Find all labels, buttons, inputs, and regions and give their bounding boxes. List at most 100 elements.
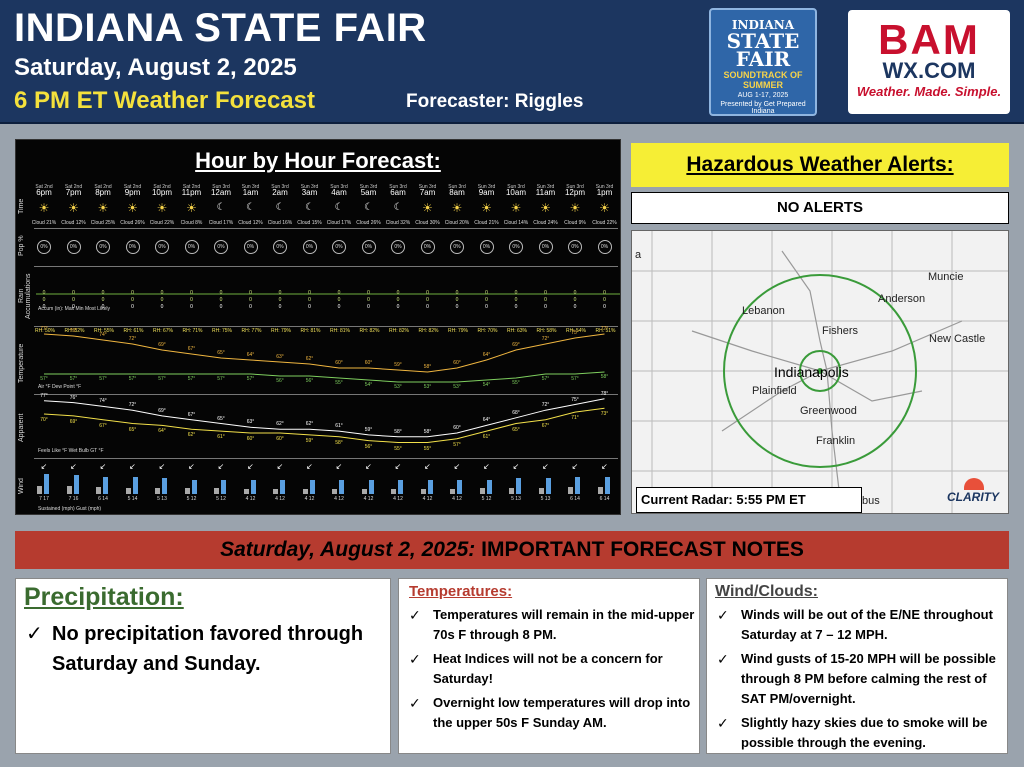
- air-temp: 64°: [482, 352, 491, 358]
- feels-like-line: [43, 398, 605, 438]
- feels-like: 72°: [541, 402, 550, 409]
- wind-direction-icon: ↙: [70, 462, 77, 471]
- sunrise-icon: [964, 478, 984, 490]
- list-item: ✓ Temperatures will remain in the mid-upp…: [409, 607, 695, 642]
- dew-point: 57°: [187, 376, 196, 382]
- rain-likely: 0: [426, 304, 429, 310]
- wind-direction-icon: ↙: [99, 462, 107, 471]
- moon-icon: ☾: [393, 202, 403, 213]
- humidity: RH: 63%: [506, 328, 527, 334]
- sun-icon: ☀: [127, 201, 138, 215]
- apparent-legend: Feels Like °F Wet Bulb GT °F: [38, 448, 104, 454]
- city-label: Muncie: [928, 271, 964, 283]
- rain-min: 0: [396, 297, 400, 303]
- cloud-cover: Cloud 17%: [208, 220, 234, 226]
- air-temp: 75°: [571, 330, 579, 336]
- pop-badge: 0%: [96, 240, 110, 254]
- gust-bar: [427, 479, 433, 494]
- wind-values: 4 12: [245, 496, 256, 502]
- time-label: Sun 3rd 12pm: [564, 184, 585, 197]
- humidity: RH: 55%: [93, 328, 114, 334]
- temperatures-list: ✓ Temperatures will remain in the mid-upp…: [409, 605, 695, 737]
- precipitation-box: Precipitation: ✓ No precipitation favore…: [15, 578, 391, 754]
- wind-values: 7 17: [39, 496, 49, 502]
- gust-bar: [132, 477, 138, 494]
- rain-min: 0: [455, 297, 459, 303]
- dew-point: 54°: [482, 382, 491, 388]
- sustained-bar: [361, 489, 367, 494]
- rain-likely: 0: [573, 304, 577, 310]
- air-temp: 60°: [453, 360, 461, 366]
- pop-badge: 0%: [125, 240, 140, 254]
- air-temp: 67°: [187, 346, 196, 352]
- wet-bulb-line: [43, 407, 605, 443]
- sustained-bar: [597, 486, 603, 494]
- time-label: Sat 2nd 10pm: [151, 184, 172, 197]
- humidity: RH: 81%: [300, 328, 321, 334]
- temp-legend: Air °F Dew Point °F: [38, 384, 82, 390]
- dew-point: 57°: [158, 376, 166, 382]
- wet-bulb: 55°: [394, 445, 402, 452]
- rain-max: 0: [544, 290, 547, 296]
- gust-bar: [162, 478, 167, 494]
- time-label: Sun 3rd 2am: [271, 184, 289, 197]
- rain-min: 0: [337, 297, 341, 303]
- dew-point: 57°: [69, 376, 78, 382]
- wind-direction-icon: ↙: [424, 462, 431, 471]
- city-label: Anderson: [878, 293, 926, 305]
- moon-icon: ☾: [246, 202, 255, 213]
- sun-icon: ☀: [569, 201, 581, 215]
- state-fair-logo: INDIANA STATE FAIR SOUNDTRACK OF SUMMER …: [709, 8, 817, 116]
- rain-min: 0: [308, 297, 311, 303]
- feels-like: 60°: [453, 425, 461, 431]
- air-temp-line: [43, 333, 605, 373]
- sustained-bar: [302, 489, 308, 494]
- rain-max: 0: [278, 290, 282, 296]
- humidity: RH: 81%: [329, 328, 350, 334]
- checkmark-icon: ✓: [409, 695, 421, 711]
- wet-bulb: 64°: [158, 428, 166, 435]
- feels-like: 75°: [571, 396, 579, 403]
- rain-max: 0: [603, 290, 606, 296]
- sustained-bar: [155, 488, 160, 494]
- gust-bar: [368, 479, 374, 494]
- cloud-cover: Cloud 30%: [415, 220, 440, 226]
- wind-direction-icon: ↙: [365, 462, 372, 471]
- air-temp: 58°: [423, 364, 432, 370]
- list-item: ✓ Wind gusts of 15-20 MPH will be possibl…: [717, 651, 996, 706]
- dew-point: 55°: [335, 380, 343, 386]
- humidity: RH: 82%: [418, 328, 439, 334]
- list-item: ✓ Overnight low temperatures will drop in…: [409, 695, 691, 730]
- time-label: Sat 2nd 7pm: [64, 184, 83, 197]
- wet-bulb: 73°: [600, 411, 609, 418]
- rain-max: 0: [337, 290, 341, 296]
- wind-direction-icon: ↙: [276, 462, 284, 471]
- humidity: RH: 71%: [182, 328, 203, 334]
- sun-icon: ☀: [68, 201, 79, 215]
- pop-badge: 0%: [597, 240, 612, 254]
- rain-max: 0: [249, 290, 252, 296]
- rain-min: 0: [249, 297, 252, 303]
- moon-icon: ☾: [364, 202, 373, 213]
- wind-direction-icon: ↙: [335, 462, 343, 471]
- feels-like: 64°: [482, 417, 491, 424]
- gust-bar: [339, 479, 344, 494]
- wind-direction-icon: ↙: [601, 462, 608, 471]
- pop-badge: 0%: [214, 240, 228, 254]
- air-temp: 63°: [276, 354, 284, 360]
- sustained-bar: [243, 489, 249, 494]
- wind-direction-icon: ↙: [247, 462, 254, 471]
- radar-map: a Muncie Anderson Lebanon Fishers New Ca…: [631, 230, 1009, 514]
- humidity: RH: 58%: [536, 328, 557, 334]
- sustained-bar: [538, 488, 544, 494]
- forecaster-name: Forecaster: Riggles: [406, 91, 584, 112]
- gust-bar: [280, 479, 285, 494]
- feels-like: 58°: [423, 428, 432, 435]
- pop-badge: 0%: [273, 240, 287, 254]
- city-label: Indianapolis: [774, 364, 849, 380]
- wind-direction-icon: ↙: [542, 462, 549, 471]
- dew-point: 57°: [217, 376, 225, 382]
- time-label: Sun 3rd 12am: [210, 184, 231, 197]
- temperatures-box: Temperatures: ✓ Temperatures will remain …: [398, 578, 700, 754]
- moon-icon: ☾: [216, 202, 226, 213]
